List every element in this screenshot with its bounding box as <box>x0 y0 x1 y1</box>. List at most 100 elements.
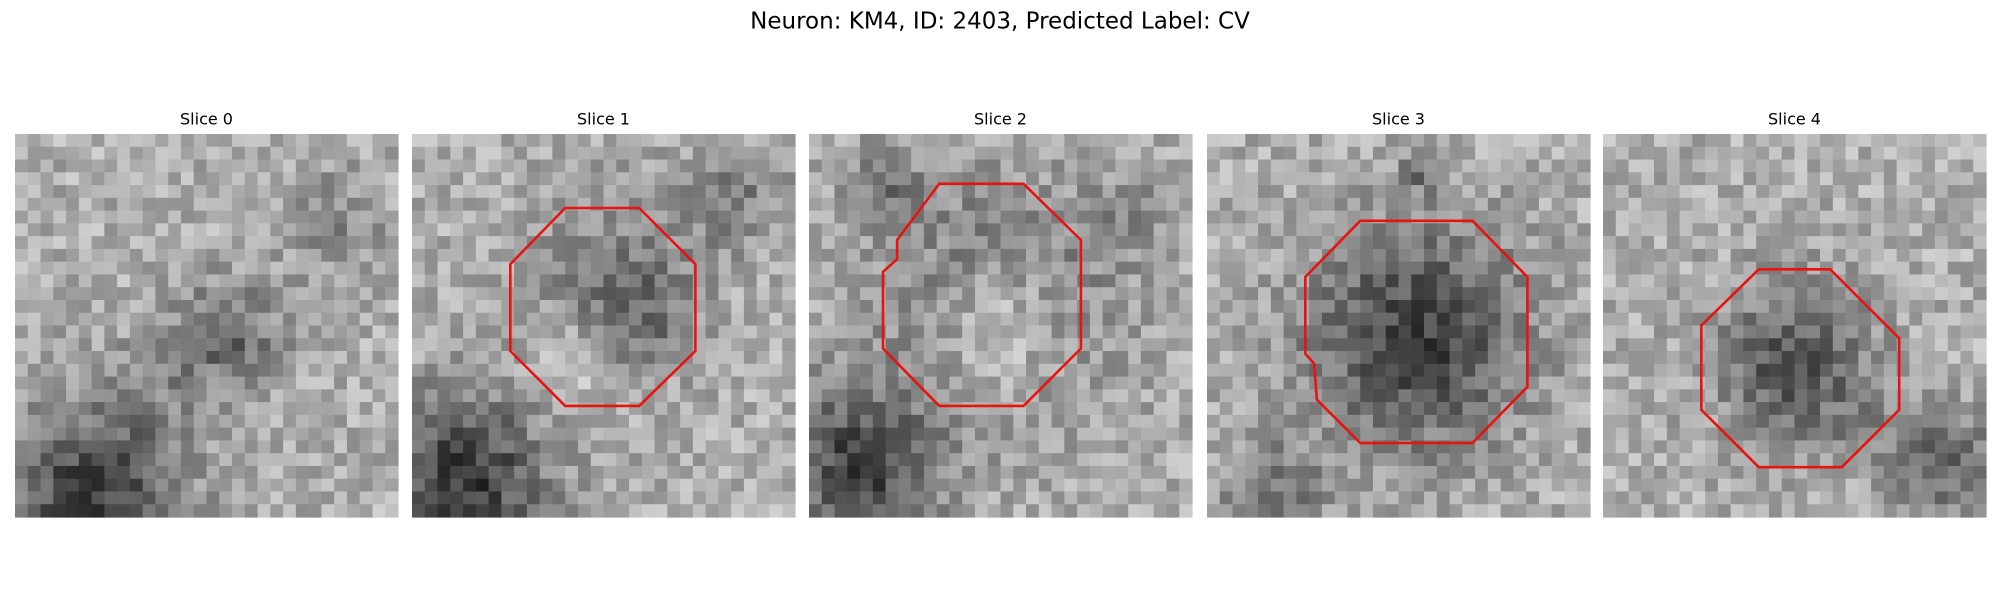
pixel <box>769 312 783 327</box>
pixel <box>1858 287 1872 301</box>
pixel <box>15 427 29 441</box>
pixel <box>603 414 617 429</box>
pixel <box>1207 465 1221 480</box>
pixel <box>1128 465 1142 480</box>
pixel <box>424 491 439 505</box>
pixel <box>283 223 297 237</box>
pixel <box>1077 261 1091 276</box>
pixel <box>1077 465 1091 480</box>
pixel <box>142 465 157 480</box>
pixel <box>117 134 131 148</box>
pixel <box>66 325 80 339</box>
pixel <box>949 491 963 505</box>
pixel <box>168 134 182 148</box>
pixel <box>1922 351 1936 365</box>
pixel <box>27 261 42 276</box>
pixel <box>603 465 617 480</box>
pixel <box>295 210 310 224</box>
pixel <box>1051 236 1065 250</box>
pixel <box>872 363 887 378</box>
pixel <box>1296 287 1310 301</box>
pixel <box>1166 287 1180 301</box>
pixel <box>1115 414 1129 429</box>
pixel <box>129 478 144 493</box>
pixel <box>1934 478 1949 493</box>
pixel <box>641 274 656 288</box>
pixel <box>53 402 67 416</box>
pixel <box>1064 376 1078 390</box>
pixel <box>1820 210 1834 224</box>
pixel <box>168 414 182 429</box>
pixel <box>667 312 681 327</box>
pixel <box>1360 274 1374 288</box>
pixel <box>911 134 925 148</box>
pixel <box>1820 185 1834 199</box>
pixel <box>1321 325 1336 339</box>
pixel <box>1794 274 1808 288</box>
pixel <box>705 185 719 199</box>
pixel <box>1717 440 1732 454</box>
pixel <box>27 363 42 378</box>
pixel <box>1603 491 1617 505</box>
pixel <box>1089 504 1104 518</box>
pixel <box>1615 389 1630 403</box>
pixel <box>1577 402 1591 416</box>
pixel <box>809 146 823 161</box>
pixel <box>1909 389 1923 403</box>
pixel <box>731 351 745 365</box>
pixel <box>1743 363 1757 378</box>
pixel <box>1628 389 1642 403</box>
pixel <box>1347 185 1361 199</box>
pixel <box>1845 440 1859 454</box>
pixel <box>1153 389 1168 403</box>
pixel <box>526 197 541 212</box>
pixel <box>1896 414 1910 429</box>
pixel <box>756 134 771 148</box>
pixel <box>590 427 605 441</box>
pixel <box>1973 210 1987 224</box>
pixel <box>1283 172 1297 186</box>
pixel <box>1372 236 1387 250</box>
pixel <box>1360 504 1374 518</box>
pixel <box>270 478 284 493</box>
pixel <box>1781 363 1796 378</box>
pixel <box>244 351 259 365</box>
pixel <box>898 376 912 390</box>
pixel <box>1794 427 1808 441</box>
pixel <box>1334 440 1349 454</box>
pixel <box>1296 223 1310 237</box>
pixel <box>1820 465 1834 480</box>
pixel <box>450 389 464 403</box>
pixel <box>577 402 592 416</box>
pixel <box>1245 453 1259 467</box>
pixel <box>117 491 131 505</box>
pixel <box>1654 299 1668 314</box>
pixel <box>1615 312 1630 327</box>
pixel <box>911 274 925 288</box>
pixel <box>590 338 605 352</box>
pixel <box>1038 389 1053 403</box>
pixel <box>15 440 29 454</box>
pixel <box>1179 491 1193 505</box>
pixel <box>1922 299 1936 314</box>
pixel <box>667 504 681 518</box>
pixel <box>1360 351 1374 365</box>
pixel <box>168 248 182 263</box>
pixel <box>1321 453 1336 467</box>
pixel <box>117 312 131 327</box>
pixel <box>1038 440 1053 454</box>
pixel <box>206 236 220 250</box>
pixel <box>475 159 490 173</box>
pixel <box>1487 210 1502 224</box>
pixel <box>1526 172 1540 186</box>
pixel <box>1756 299 1770 314</box>
pixel <box>1089 236 1104 250</box>
pixel <box>1641 465 1655 480</box>
pixel <box>860 338 874 352</box>
pixel <box>488 491 502 505</box>
pixel <box>346 134 361 148</box>
pixel <box>1654 261 1668 276</box>
pixel <box>1475 325 1489 339</box>
pixel <box>1232 261 1246 276</box>
pixel <box>1462 427 1476 441</box>
